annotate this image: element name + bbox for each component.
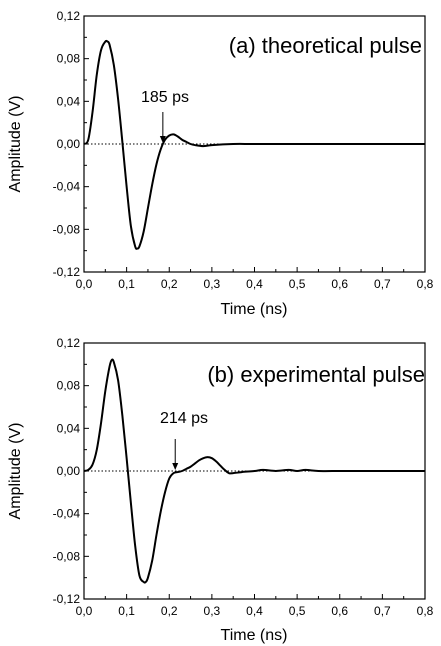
y-tick-label: 0,08 bbox=[57, 379, 81, 393]
x-tick-label: 0,7 bbox=[374, 604, 391, 618]
x-tick-label: 0,0 bbox=[76, 277, 93, 291]
x-tick-label: 0,4 bbox=[246, 277, 263, 291]
y-tick-labels: 0,12 0,08 0,04 0,00 -0,04 -0,08 -0,12 bbox=[53, 336, 81, 606]
chart-title: (b) experimental pulse bbox=[207, 362, 425, 387]
x-tick-label: 0,5 bbox=[289, 277, 306, 291]
x-tick-label: 0,7 bbox=[374, 277, 391, 291]
x-tick-label: 0,6 bbox=[331, 604, 348, 618]
x-tick-label: 0,0 bbox=[76, 604, 93, 618]
annotation-text: 185 ps bbox=[141, 89, 189, 106]
y-axis-label: Amplitude (V) bbox=[7, 96, 24, 193]
x-tick-label: 0,3 bbox=[204, 277, 221, 291]
y-tick-label: 0,00 bbox=[57, 137, 81, 151]
annotation-arrow bbox=[159, 112, 166, 143]
x-tick-label: 0,5 bbox=[289, 604, 306, 618]
y-tick-label: -0,04 bbox=[53, 180, 81, 194]
panel-a: 0,120,080,040,00-0,04-0,08-0,12 0,0 0,1 0,… bbox=[7, 9, 434, 318]
tick-marks bbox=[83, 342, 426, 600]
x-tick-labels: 0,0 0,1 0,2 0,3 0,4 0,5 0,6 0,7 0,8 bbox=[76, 277, 434, 291]
x-tick-label: 0,8 bbox=[417, 277, 434, 291]
y-tick-labels: 0,12 0,08 0,04 0,00 -0,04 -0,08 -0,12 bbox=[53, 9, 81, 279]
y-tick-label: 0,04 bbox=[57, 421, 81, 435]
x-axis-label: Time (ns) bbox=[221, 301, 288, 318]
x-tick-labels: 0,0 0,1 0,2 0,3 0,4 0,5 0,6 0,7 0,8 bbox=[76, 604, 434, 618]
y-tick-label: -0,12 bbox=[53, 592, 81, 606]
y-tick-label: -0,08 bbox=[53, 549, 81, 563]
x-tick-label: 0,1 bbox=[118, 277, 135, 291]
chart-title: (a) theoretical pulse bbox=[229, 33, 422, 58]
y-tick-label: -0,08 bbox=[53, 222, 81, 236]
series-line bbox=[83, 39, 425, 250]
x-axis-label: Time (ns) bbox=[221, 627, 288, 644]
x-tick-label: 0,1 bbox=[118, 604, 135, 618]
x-tick-label: 0,8 bbox=[417, 604, 434, 618]
y-tick-label: -0,12 bbox=[53, 265, 81, 279]
y-axis-label: Amplitude (V) bbox=[7, 423, 24, 520]
y-tick-label: 0,12 bbox=[57, 336, 81, 350]
annotation-text: 214 ps bbox=[160, 410, 208, 427]
annotation-arrow bbox=[172, 439, 179, 470]
tick-marks bbox=[83, 15, 426, 273]
x-tick-label: 0,2 bbox=[161, 604, 178, 618]
x-tick-label: 0,6 bbox=[331, 277, 348, 291]
y-tick-label: 0,08 bbox=[57, 52, 81, 66]
panel-b: 0,120,080,040,00-0,04-0,08-0,12 0,0 0,1 0,… bbox=[7, 336, 434, 644]
y-tick-label: 0,00 bbox=[57, 464, 81, 478]
x-tick-label: 0,3 bbox=[204, 604, 221, 618]
y-tick-label: 0,12 bbox=[57, 9, 81, 23]
x-tick-label: 0,2 bbox=[161, 277, 178, 291]
series-line bbox=[83, 358, 425, 584]
y-tick-label: -0,04 bbox=[53, 507, 81, 521]
y-tick-label: 0,04 bbox=[57, 94, 81, 108]
x-tick-label: 0,4 bbox=[246, 604, 263, 618]
